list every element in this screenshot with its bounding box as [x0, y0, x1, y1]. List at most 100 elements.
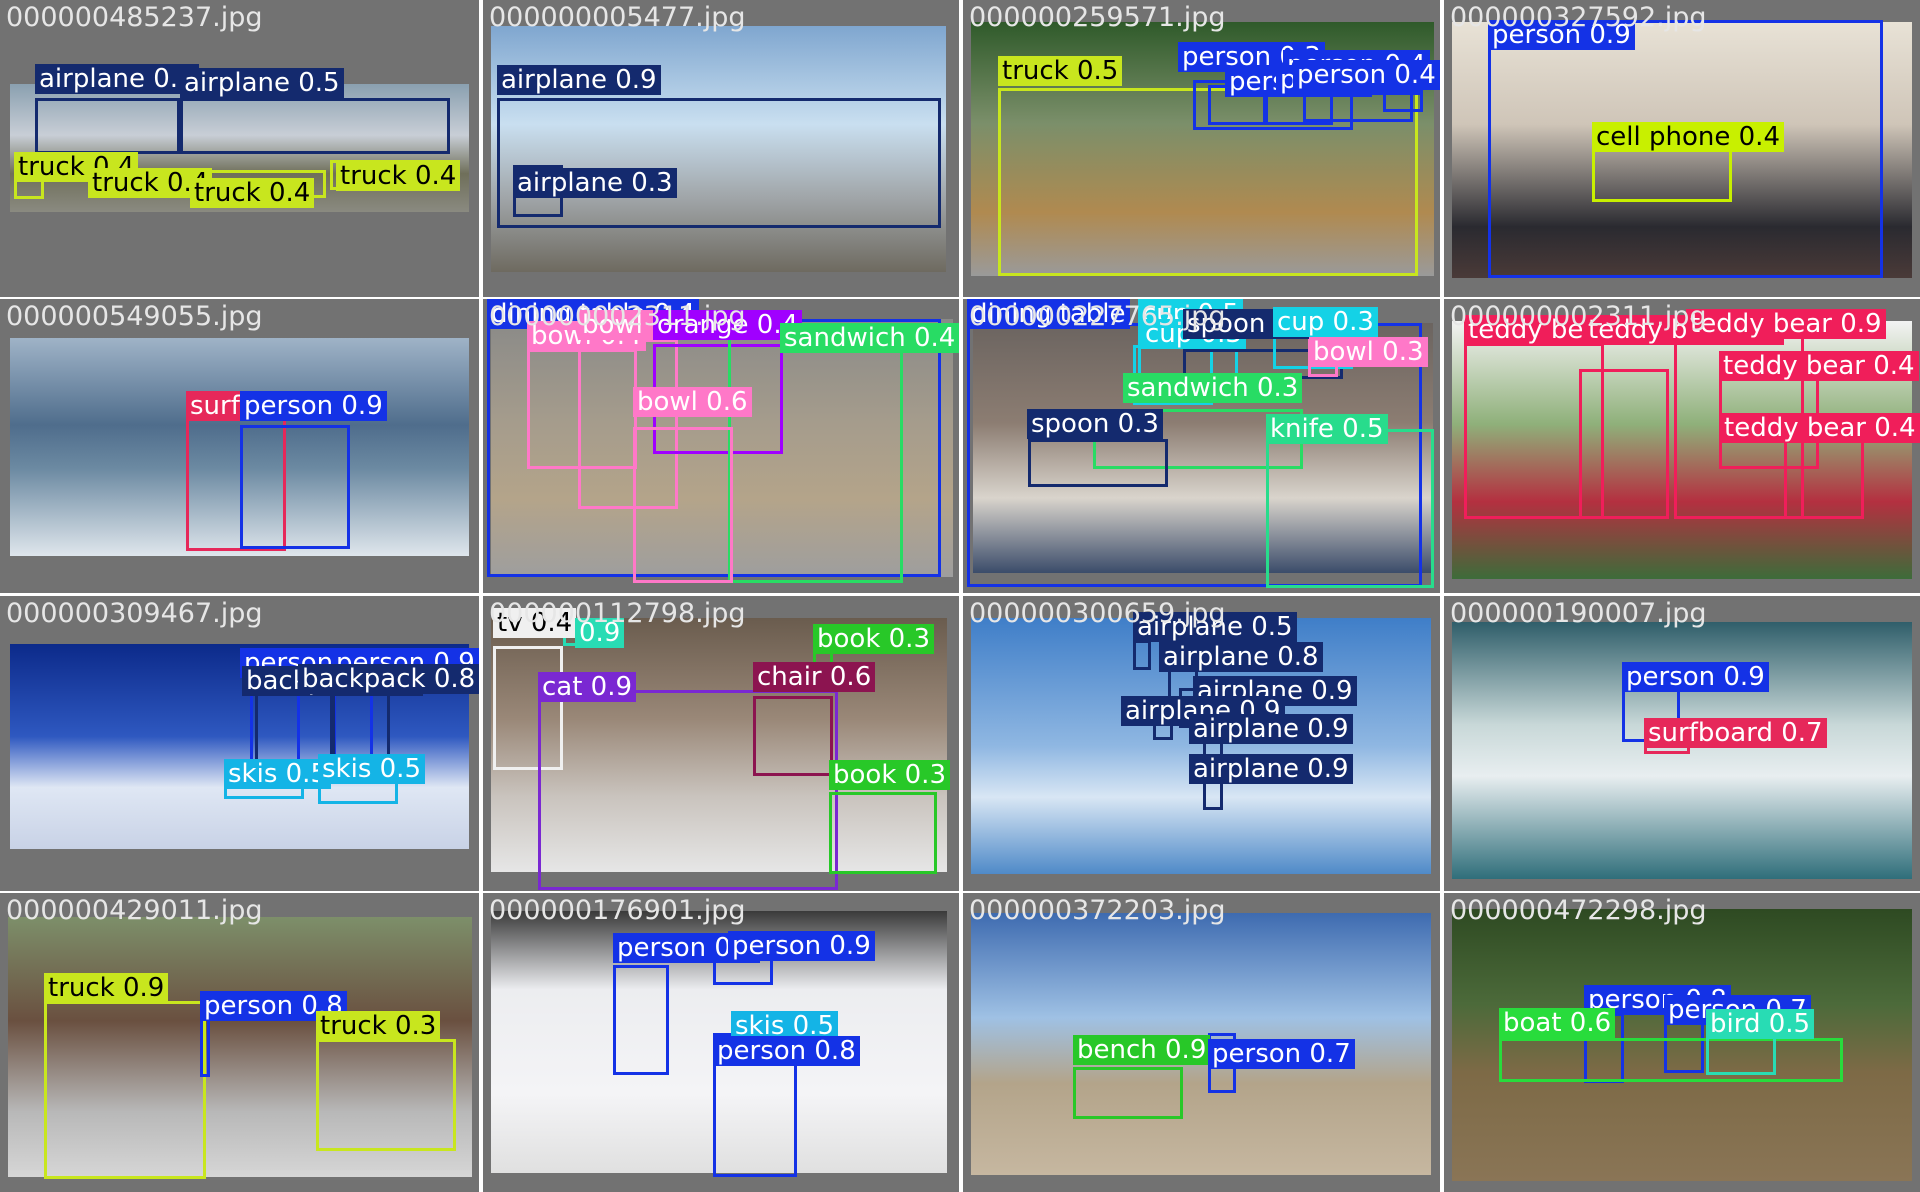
tile-filename: 000000002311.jpg	[489, 301, 746, 332]
detection-label: airplane 0.9	[1189, 754, 1353, 784]
mosaic-tile: 000000002311.jpg teddy bear 0.9 teddy bear…	[1444, 299, 1920, 593]
detection-box	[829, 792, 937, 874]
mosaic-tile: 000000327592.jpg person 0.9 cell phone 0.4	[1444, 0, 1920, 297]
detection-label: bowl 0.6	[633, 387, 752, 417]
detection-label: bench 0.9	[1073, 1035, 1211, 1065]
tile-filename: 000000300659.jpg	[969, 598, 1226, 629]
detection-label: chair 0.6	[753, 662, 876, 692]
detection-box	[1499, 1038, 1843, 1082]
detection-label: cat 0.9	[538, 672, 637, 702]
tile-filename: 000000190007.jpg	[1450, 598, 1707, 629]
detection-box	[1706, 1035, 1776, 1075]
detection-label: spoon 0.3	[1027, 409, 1163, 439]
detection-box	[728, 323, 903, 583]
tile-filename: 000000472298.jpg	[1450, 895, 1707, 926]
detection-label: book 0.3	[813, 624, 934, 654]
mosaic-tile: 000000112798.jpg tv 0.4 0.9 cat 0.9 chair 0.…	[483, 596, 959, 891]
detection-label: truck 0.4	[88, 168, 213, 198]
detection-box	[1579, 369, 1669, 519]
detection-label: sandwich 0.4	[780, 323, 959, 353]
detection-label: airplane 0.5	[35, 64, 199, 94]
detection-label: airplane 0.5	[180, 68, 344, 98]
detection-label: surfboard 0.7	[1644, 718, 1827, 748]
detection-label: truck 0.3	[316, 1011, 441, 1041]
detection-label: airplane 0.8	[1159, 642, 1323, 672]
detection-box	[538, 690, 838, 890]
detection-box	[613, 965, 669, 1075]
detection-box	[1133, 640, 1151, 670]
detection-label: truck 0.4	[336, 161, 461, 191]
mosaic-tile: 000000259571.jpg truck 0.5 person 0.3 perso…	[963, 0, 1440, 297]
tile-filename: 000000005477.jpg	[489, 2, 746, 33]
detection-label: person 0.7	[1208, 1039, 1355, 1069]
detection-box	[1073, 1067, 1183, 1119]
detection-label: teddy bear 0.4	[1719, 351, 1919, 381]
mosaic-tile: 000000429011.jpg truck 0.9 person 0.8 truck…	[0, 893, 479, 1192]
detection-label: person 0.9	[1622, 662, 1769, 692]
detection-label: cup 0.3	[1273, 307, 1378, 337]
tile-filename: 000000112798.jpg	[489, 598, 746, 629]
tile-photo	[1452, 909, 1912, 1181]
detection-label: airplane 0.3	[513, 168, 677, 198]
detection-label: backpack 0.8	[298, 664, 479, 694]
detection-box	[1383, 92, 1423, 112]
tile-photo	[10, 338, 469, 556]
tile-filename: 000000485237.jpg	[6, 2, 263, 33]
mosaic-tile: 000000190007.jpg person 0.9 surfboard 0.7	[1444, 596, 1920, 891]
detection-label: bird 0.5	[1706, 1009, 1815, 1039]
tile-filename: 000000002311.jpg	[1450, 301, 1707, 332]
detection-box	[44, 1001, 206, 1179]
detection-label: boat 0.6	[1499, 1008, 1616, 1038]
detection-label: book 0.3	[829, 760, 950, 790]
detection-label: bowl 0.3	[1309, 337, 1428, 367]
detection-box	[1028, 439, 1168, 487]
detection-box	[316, 1039, 456, 1151]
detection-label: teddy bear 0.4	[1720, 413, 1920, 443]
tile-filename: 000000372203.jpg	[969, 895, 1226, 926]
tile-filename: 000000259571.jpg	[969, 2, 1226, 33]
mosaic-tile: 000000549055.jpgsurfboard 0.6person 0.9	[0, 299, 479, 593]
mosaic-tile: 000000176901.jpg person 0.8 person 0.9 skis…	[483, 893, 959, 1192]
tile-photo	[491, 319, 953, 577]
mosaic-tile: 000000372203.jpg bench 0.9 person 0.7	[963, 893, 1440, 1192]
tile-filename: 000000549055.jpg	[6, 301, 263, 332]
mosaic-tile: 000000309467.jpg person 0.9 person 0.9 back…	[0, 596, 479, 891]
tile-filename: 000000327592.jpg	[1450, 2, 1707, 33]
detection-label: cell phone 0.4	[1592, 122, 1784, 152]
detection-label: person 0.4	[1293, 60, 1440, 90]
detection-label: knife 0.5	[1266, 414, 1388, 444]
tile-filename: 000000309467.jpg	[6, 598, 263, 629]
detection-label: dining table	[967, 299, 1130, 329]
detection-box	[200, 1017, 210, 1077]
detection-box	[1488, 20, 1883, 278]
tile-filename: 000000429011.jpg	[6, 895, 263, 926]
detection-label: skis 0.5	[224, 759, 331, 789]
detection-label: airplane 0.5	[1133, 612, 1297, 642]
detection-label: person 0.8	[713, 1036, 860, 1066]
detection-label: truck 0.9	[44, 973, 169, 1003]
tile-filename: 000000227765.jpg	[969, 301, 1226, 332]
detection-box	[753, 696, 833, 776]
detection-box	[493, 646, 563, 770]
tile-photo	[8, 917, 472, 1177]
detection-label: truck 0.5	[998, 56, 1123, 86]
detection-label: skis 0.5	[318, 754, 425, 784]
detection-label: airplane 0.9	[1189, 714, 1353, 744]
detection-label: 0.9	[575, 618, 625, 648]
detection-box	[240, 425, 350, 549]
mosaic-tile: 000000005477.jpg airplane 0.9 airplane 0.3	[483, 0, 959, 297]
detection-label: person 0.9	[1488, 20, 1635, 50]
mosaic-tile: 000000300659.jpg airplane 0.5 airplane 0.8…	[963, 596, 1440, 891]
detection-label: truck 0.4	[190, 178, 315, 208]
detection-label: person 0.9	[240, 391, 387, 421]
mosaic-tile: 000000485237.jpg airplane 0.5 airplane 0.5…	[0, 0, 479, 297]
tile-filename: 000000176901.jpg	[489, 895, 746, 926]
detection-box	[180, 98, 450, 154]
detection-label: teddy bear 0.9	[1686, 309, 1886, 339]
detection-box	[633, 427, 733, 583]
detection-box	[1266, 429, 1434, 588]
